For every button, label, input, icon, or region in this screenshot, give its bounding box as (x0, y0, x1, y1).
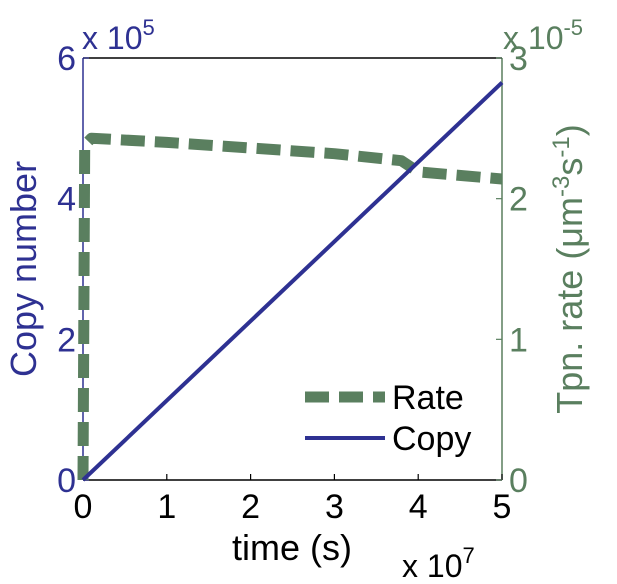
x-tick-label: 1 (157, 488, 176, 526)
y-right-tick-label: 0 (509, 462, 528, 500)
x-tick-label: 3 (325, 488, 344, 526)
y-right-label-close: ) (549, 124, 590, 136)
x-tick-label: 0 (74, 488, 93, 526)
x-multiplier: x 107 (402, 543, 475, 584)
legend-rate-label: Rate (392, 379, 464, 417)
y-right-tick-label: 2 (509, 181, 528, 219)
plot-area (83, 58, 502, 480)
x-tick-label: 2 (241, 488, 260, 526)
y-right-label-exp1: -3 (548, 176, 575, 197)
y-right-multiplier-base: x 10 (503, 20, 563, 56)
y-right-label-s: s (549, 158, 590, 176)
x-tick-label: 5 (493, 488, 512, 526)
y-right-axis-label: Tpn. rate (μm-3s-1) (548, 124, 590, 414)
y-right-label-m: m (549, 197, 590, 227)
y-left-tick-label: 2 (57, 321, 76, 359)
y-right-multiplier: x 10-5 (503, 15, 583, 56)
series-layer (77, 81, 504, 482)
y-left-tick-label: 6 (57, 40, 76, 78)
series-line-copy (81, 81, 504, 482)
y-left-multiplier-base: x 10 (82, 20, 142, 56)
x-multiplier-exp: 7 (462, 543, 474, 568)
x-tick-label: 4 (409, 488, 428, 526)
y-right-tick-label: 3 (509, 40, 528, 78)
y-right-tick-label: 1 (509, 321, 528, 359)
x-multiplier-base: x 10 (402, 548, 462, 584)
y-right-label-main: Tpn. rate ( (549, 248, 590, 414)
y-left-multiplier-exp: 5 (142, 15, 154, 40)
y-right-label-exp2: -1 (548, 136, 575, 157)
y-left-tick-label: 0 (57, 462, 76, 500)
y-left-tick-label: 4 (57, 181, 76, 219)
y-right-label-mu: μ (549, 227, 590, 248)
y-left-multiplier: x 105 (82, 15, 155, 56)
y-right-multiplier-exp: -5 (563, 15, 583, 40)
legend: Rate Copy (305, 379, 471, 458)
y-left-axis-label: Copy number (3, 161, 44, 377)
x-axis-label: time (s) (232, 527, 352, 568)
legend-copy-label: Copy (392, 420, 471, 458)
